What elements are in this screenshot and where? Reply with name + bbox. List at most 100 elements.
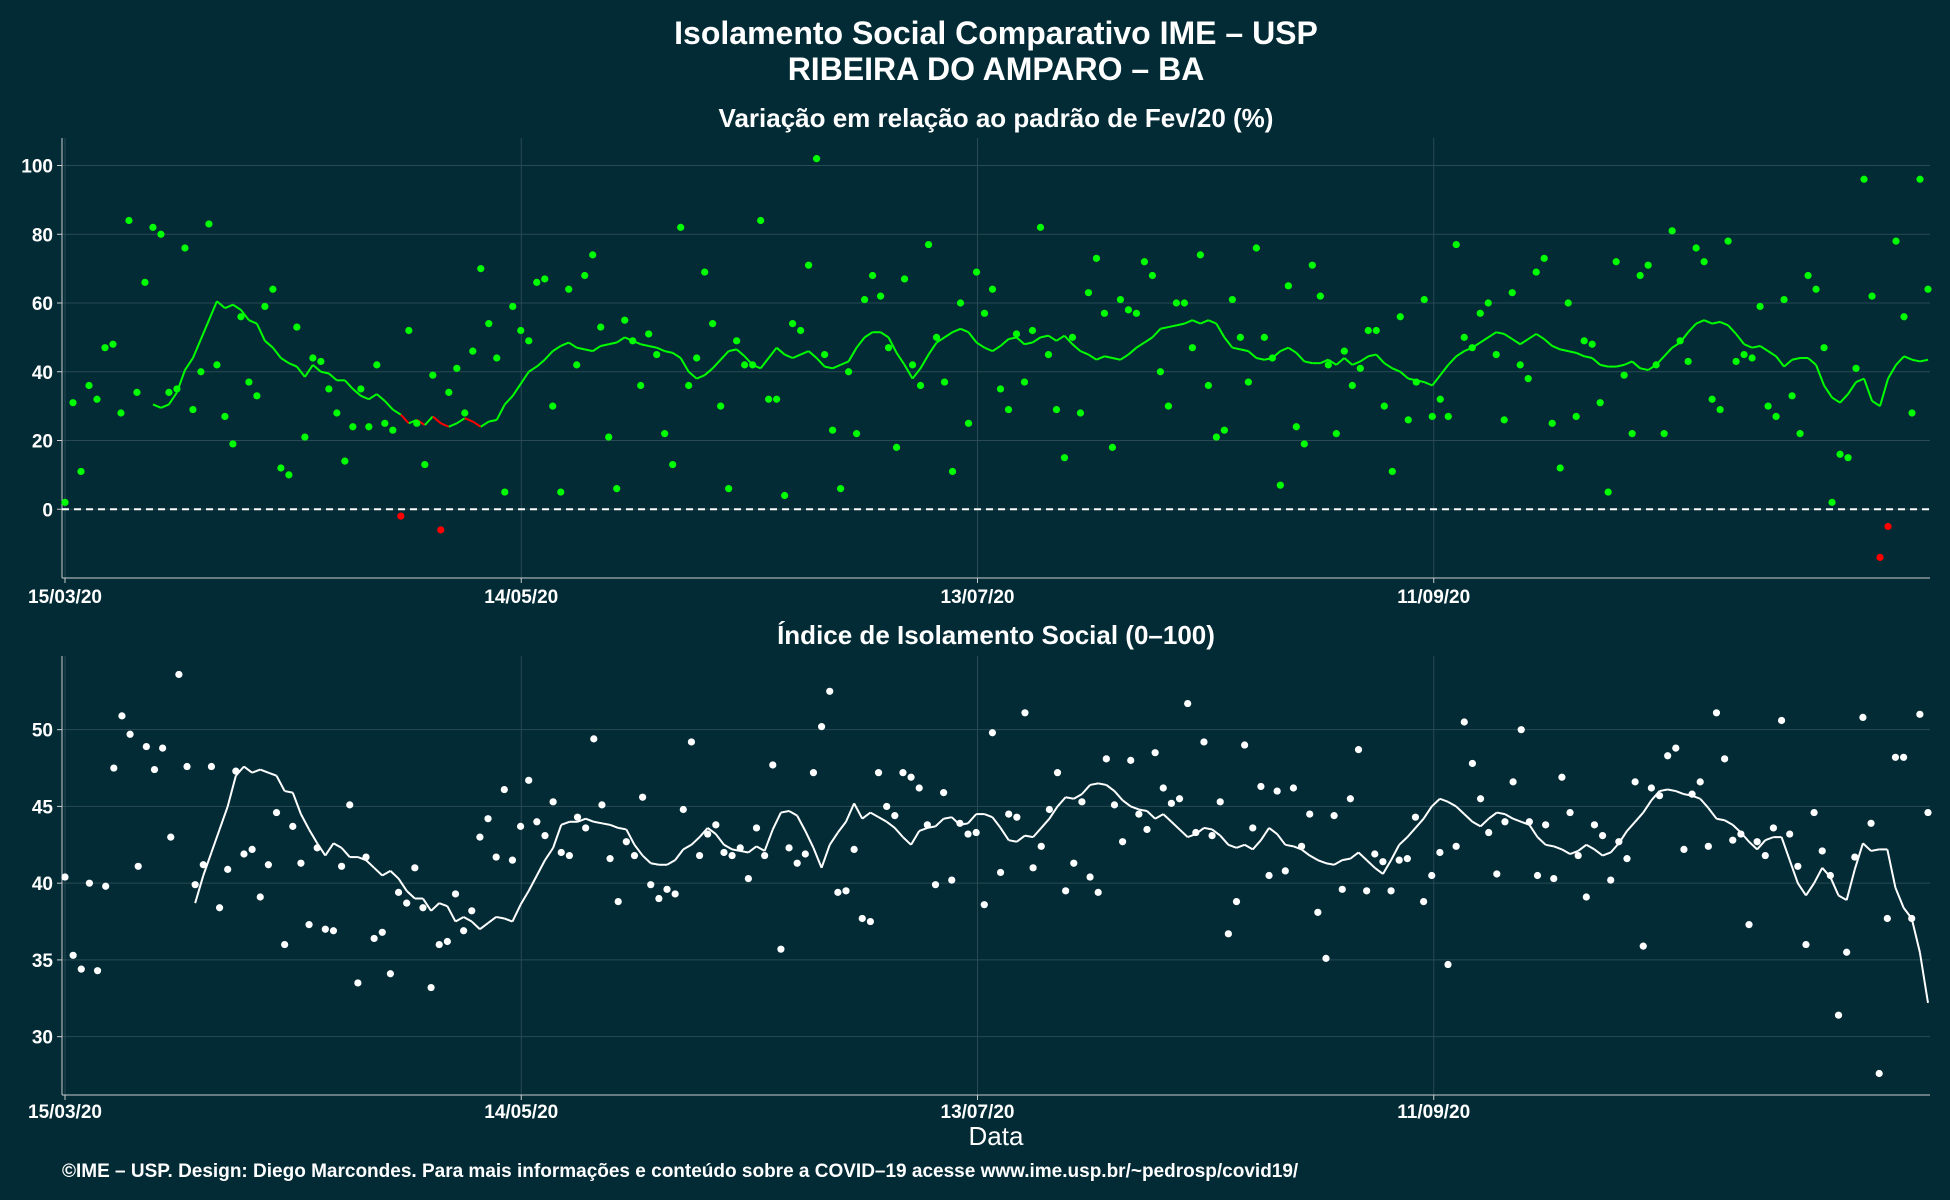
data-point <box>1252 244 1260 252</box>
series-line-segment <box>1853 842 1864 870</box>
series-line-segment <box>828 831 839 846</box>
data-point <box>85 879 94 887</box>
data-point <box>996 385 1005 393</box>
data-point <box>1135 810 1143 818</box>
data-point <box>1452 240 1460 249</box>
data-point <box>907 773 915 781</box>
x-tick-label: 11/09/20 <box>1397 1102 1470 1123</box>
data-point <box>1716 405 1724 414</box>
series-line-segment <box>666 859 676 866</box>
series-line-segment <box>1561 848 1571 855</box>
figure-title-line2: RIBEIRA DO AMPARO – BA <box>788 51 1205 87</box>
series-line-segment <box>784 353 794 359</box>
data-point <box>277 464 285 472</box>
data-point <box>915 784 923 792</box>
data-point <box>134 862 142 870</box>
data-point <box>429 371 437 379</box>
series-line-segment <box>432 415 442 425</box>
data-point <box>1485 828 1493 837</box>
data-point <box>272 808 281 817</box>
data-point <box>1228 295 1236 304</box>
data-point <box>1468 344 1476 352</box>
data-point <box>647 881 655 889</box>
series-line-segment <box>800 350 809 356</box>
series-line-segment <box>1170 821 1181 831</box>
data-point <box>1156 368 1165 376</box>
data-point <box>1241 741 1249 749</box>
data-point <box>1124 306 1133 314</box>
data-point <box>264 861 272 869</box>
data-point <box>1628 430 1636 438</box>
figure-title-line1: Isolamento Social Comparativo IME – USP <box>674 15 1318 51</box>
series-line-segment <box>1105 784 1116 792</box>
data-point <box>1908 409 1916 417</box>
data-point <box>996 868 1005 877</box>
series-line-segment <box>1855 377 1865 383</box>
data-point <box>1476 309 1484 317</box>
series-line-segment <box>365 859 375 869</box>
series-line-segment <box>616 336 626 344</box>
data-point <box>573 361 581 369</box>
data-point <box>1908 914 1916 923</box>
data-point <box>741 361 749 369</box>
series-line-segment <box>568 341 578 349</box>
data-point <box>1084 289 1093 297</box>
data-point <box>736 844 744 852</box>
series-line-segment <box>1247 350 1258 359</box>
data-point <box>541 275 549 283</box>
series-line-segment <box>975 341 986 349</box>
data-point <box>118 712 126 720</box>
series-line-segment <box>480 420 490 428</box>
data-point <box>1292 423 1300 431</box>
series-line-segment <box>601 822 611 826</box>
series-line-segment <box>1325 862 1335 866</box>
data-point <box>1188 344 1196 352</box>
series-line-segment <box>1887 364 1897 380</box>
data-point <box>281 940 289 949</box>
data-point <box>685 381 693 390</box>
series-line-segment <box>381 870 391 877</box>
series-line-segment <box>1063 334 1074 345</box>
series-line-segment <box>1287 346 1297 354</box>
series-line-segment <box>1008 839 1018 843</box>
series-line-segment <box>344 379 354 390</box>
series-line-segment <box>1199 319 1209 325</box>
data-point <box>1281 867 1289 875</box>
data-point <box>1118 838 1127 846</box>
data-point <box>460 927 468 935</box>
data-point <box>329 927 338 935</box>
series-line-segment <box>1838 894 1848 901</box>
data-point <box>1786 830 1794 838</box>
data-point <box>1132 309 1141 317</box>
series-line-segment <box>919 354 930 369</box>
data-point <box>1794 862 1802 870</box>
data-point <box>948 876 956 884</box>
series-line-segment <box>340 847 351 858</box>
data-point <box>653 350 661 359</box>
series-line-segment <box>1634 811 1645 823</box>
series-line-segment <box>1319 358 1329 365</box>
data-point <box>1777 716 1786 725</box>
data-point <box>1052 405 1061 414</box>
data-point <box>693 354 701 362</box>
data-point <box>1257 782 1265 791</box>
data-point <box>205 220 213 228</box>
series-line-segment <box>1496 811 1506 816</box>
data-point <box>1852 364 1860 372</box>
data-point <box>671 890 679 898</box>
data-point <box>980 901 988 909</box>
data-point <box>1582 893 1590 901</box>
data-point <box>1652 361 1660 369</box>
data-point <box>484 815 492 823</box>
data-point <box>1148 271 1157 280</box>
series-line-segment <box>1496 331 1505 335</box>
data-point <box>1216 798 1224 806</box>
series-line-segment <box>719 350 730 361</box>
series-line-segment <box>1382 859 1392 875</box>
y-tick-label: 45 <box>32 797 54 818</box>
data-point <box>1772 412 1780 421</box>
series-line-segment <box>999 338 1010 347</box>
data-point <box>370 934 378 943</box>
data-point <box>386 970 395 978</box>
data-point <box>924 240 933 249</box>
